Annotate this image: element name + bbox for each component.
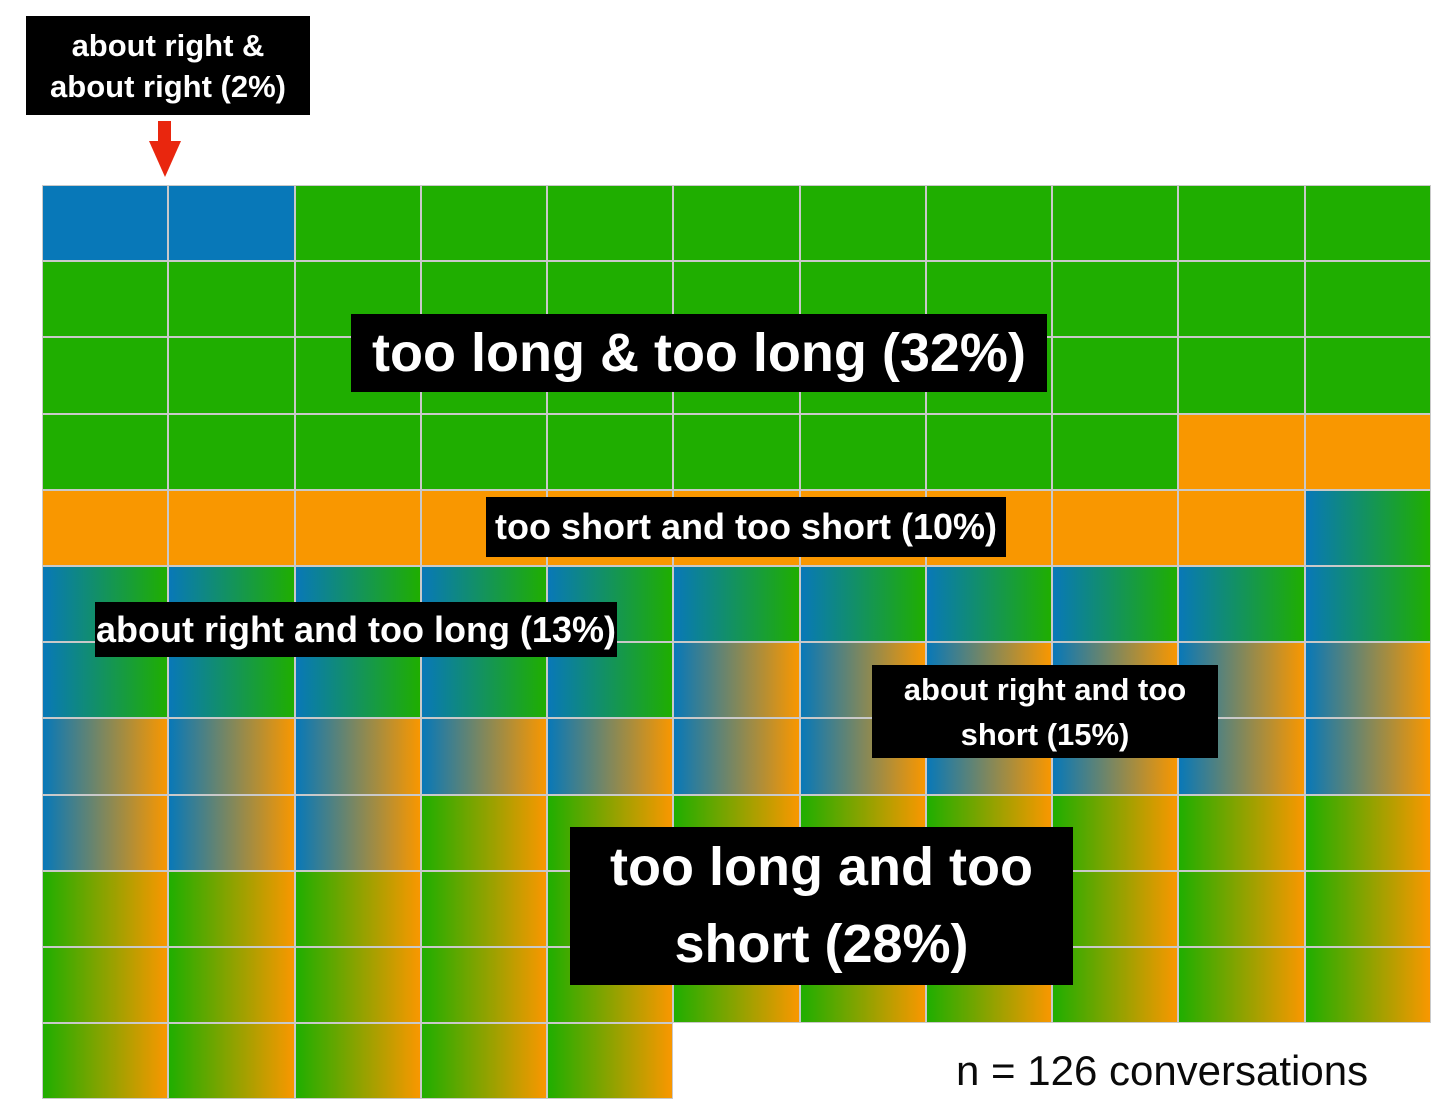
waffle-cell-too-short-too-short [1052,489,1179,566]
waffle-cell-about-right-too-short [42,794,169,871]
waffle-cell-too-long-too-long [1178,261,1305,338]
sample-size-note: n = 126 conversations [956,1047,1369,1094]
waffle-cell-too-long-too-short [168,1023,295,1100]
waffle-cell-about-right-too-short [673,718,800,795]
waffle-cell-about-right-about-right [42,185,169,262]
waffle-cell-about-right-too-short [547,718,674,795]
waffle-cell-too-long-too-short [420,1023,548,1100]
waffle-cell-too-long-too-short [1178,946,1305,1024]
label-too-long-and-too-short: too long and too short (28%) [570,827,1073,985]
label-about-right-and-about-right: about right & about right (2%) [26,16,310,115]
down-arrow-shaft [158,121,171,141]
waffle-cell-too-short-too-short [1304,413,1431,490]
waffle-cell-too-long-too-short [1304,870,1431,947]
waffle-cell-too-long-too-long [1052,185,1179,262]
waffle-cell-about-right-too-short [1304,642,1431,719]
waffle-cell-too-long-too-long [673,185,800,262]
down-arrow-head [148,141,181,177]
waffle-cell-about-right-too-long [1304,489,1431,566]
waffle-cell-too-long-too-long [294,185,421,262]
waffle-cell-about-right-too-short [168,718,295,795]
waffle-cell-too-long-too-short [1052,870,1179,947]
waffle-cell-too-long-too-short [1304,794,1431,871]
waffle-cell-too-long-too-short [1304,946,1431,1024]
waffle-cell-too-long-too-long [925,185,1053,262]
waffle-cell-about-right-too-short [294,794,421,871]
waffle-cell-too-long-too-short [168,946,295,1024]
waffle-cell-about-right-too-short [168,794,295,871]
waffle-cell-too-long-too-short [420,870,548,947]
waffle-cell-too-long-too-short [1178,870,1305,947]
waffle-cell-too-long-too-short [1052,794,1179,871]
waffle-cell-about-right-too-long [1052,565,1179,643]
waffle-cell-too-long-too-long [1052,413,1179,490]
waffle-cell-too-long-too-long [799,413,926,490]
waffle-cell-about-right-too-long [799,565,926,643]
waffle-cell-too-long-too-long [294,413,421,490]
waffle-cell-too-long-too-short [168,870,295,947]
waffle-cell-about-right-too-short [673,642,800,719]
waffle-cell-too-long-too-long [1304,185,1431,262]
label-too-long-and-too-long: too long & too long (32%) [351,314,1047,392]
waffle-cell-too-long-too-long [42,337,169,414]
waffle-cell-too-long-too-long [1304,337,1431,414]
waffle-cell-about-right-about-right [168,185,295,262]
waffle-cell-too-long-too-long [1178,337,1305,414]
waffle-cell-too-long-too-long [1052,261,1179,338]
waffle-cell-too-long-too-short [294,1023,421,1100]
waffle-cell-about-right-too-long [673,565,800,643]
waffle-cell-too-short-too-short [1178,489,1305,566]
waffle-cell-too-short-too-short [42,489,169,566]
waffle-cell-about-right-too-short [42,718,169,795]
waffle-cell-too-long-too-short [1052,946,1179,1024]
waffle-cell-too-long-too-long [1178,185,1305,262]
waffle-cell-too-long-too-short [42,870,169,947]
waffle-cell-too-long-too-short [294,946,421,1024]
waffle-cell-too-long-too-long [547,413,674,490]
waffle-cell-too-long-too-long [547,185,674,262]
waffle-cell-too-short-too-short [294,489,421,566]
waffle-cell-about-right-too-short [294,718,421,795]
waffle-cell-about-right-too-long [1304,565,1431,643]
label-too-short-and-too-short: too short and too short (10%) [486,497,1006,557]
waffle-cell-too-long-too-long [799,185,926,262]
waffle-cell-too-short-too-short [1178,413,1305,490]
waffle-cell-too-long-too-short [547,1023,674,1100]
waffle-cell-too-long-too-short [420,946,548,1024]
waffle-cell-too-long-too-short [42,946,169,1024]
label-about-right-and-too-short: about right and too short (15%) [872,665,1218,758]
waffle-cell-too-long-too-long [168,261,295,338]
waffle-cell-too-long-too-short [1178,794,1305,871]
waffle-cell-too-long-too-long [925,413,1053,490]
waffle-cell-about-right-too-long [925,565,1053,643]
waffle-cell-too-long-too-long [1304,261,1431,338]
waffle-cell-too-long-too-short [294,870,421,947]
waffle-cell-too-long-too-long [168,337,295,414]
label-about-right-and-too-long: about right and too long (13%) [95,602,617,657]
waffle-cell-too-long-too-short [42,1023,169,1100]
waffle-cell-too-long-too-long [673,413,800,490]
waffle-cell-about-right-too-long [1178,565,1305,643]
waffle-cell-too-long-too-long [420,185,548,262]
waffle-cell-about-right-too-short [1304,718,1431,795]
waffle-cell-too-long-too-long [42,413,169,490]
waffle-cell-too-long-too-long [420,413,548,490]
waffle-cell-about-right-too-short [420,718,548,795]
waffle-cell-too-long-too-long [1052,337,1179,414]
waffle-cell-too-long-too-long [168,413,295,490]
down-arrow-icon [148,121,181,177]
waffle-cell-too-short-too-short [168,489,295,566]
waffle-cell-too-long-too-short [420,794,548,871]
waffle-cell-too-long-too-long [42,261,169,338]
